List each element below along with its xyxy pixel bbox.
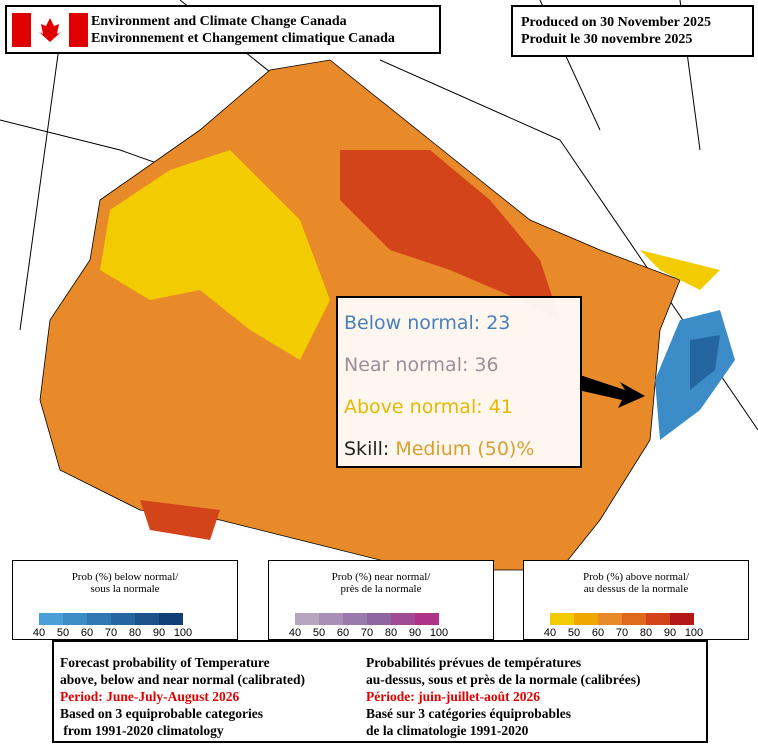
scale-label: 70 (616, 627, 628, 639)
scale-label: 60 (592, 627, 604, 639)
footer-line: Basé sur 3 catégories équiprobables (366, 706, 572, 721)
legend-box: Prob (%) below normal/sous la normale 40 5… (12, 560, 238, 640)
above-80-area (140, 500, 220, 540)
scale-swatch (63, 613, 87, 625)
produced-en: Produced on 30 November 2025 (521, 15, 712, 30)
above-40-area (100, 150, 330, 360)
scale-label: 40 (544, 627, 556, 639)
legend-subtitle: sous la normale (90, 583, 160, 595)
near-value: 36 (474, 354, 499, 376)
skill-label: Skill: (344, 438, 390, 460)
scale-label: 100 (174, 627, 192, 639)
scale-label: 50 (568, 627, 580, 639)
legend-title: Prob (%) below normal/ (71, 571, 179, 583)
scale-label: 80 (129, 627, 141, 639)
above-value: 41 (488, 396, 513, 418)
scale-swatch (39, 613, 63, 625)
footer-line: Period: June-July-August 2026 (60, 689, 240, 704)
produced-box: Produced on 30 November 2025 Produit le … (511, 5, 754, 57)
scale-label: 90 (664, 627, 676, 639)
scale-swatch (415, 613, 439, 625)
skill-value: Medium (50)% (395, 438, 535, 460)
scale-swatch (295, 613, 319, 625)
scale-swatch (622, 613, 646, 625)
scale-label: 80 (640, 627, 652, 639)
scale-swatch (367, 613, 391, 625)
scale-swatch (135, 613, 159, 625)
arrow (578, 375, 645, 408)
above-80-area (340, 150, 560, 320)
footer-line: au-dessus, sous et près de la normale (c… (366, 672, 641, 687)
footer-line: Forecast probability of Temperature (60, 655, 270, 670)
tooltip: Below normal: 23 Near normal: 36 Above nor… (336, 296, 582, 468)
scale-label: 60 (81, 627, 93, 639)
above-40-area (640, 250, 720, 290)
scale-label: 100 (685, 627, 703, 639)
scale-label: 90 (409, 627, 421, 639)
footer: Forecast probability of Temperature above… (52, 640, 708, 743)
scale-swatch (159, 613, 183, 625)
scale-swatch (111, 613, 135, 625)
color-scale: 40 50 60 70 80 90 100 (289, 613, 448, 639)
scale-label: 80 (385, 627, 397, 639)
legend-subtitle: près de la normale (340, 583, 422, 595)
above-label: Above normal: (344, 396, 483, 418)
scale-swatch (598, 613, 622, 625)
scale-label: 60 (337, 627, 349, 639)
scale-swatch (646, 613, 670, 625)
footer-line: from 1991-2020 climatology (60, 723, 224, 738)
scale-swatch (574, 613, 598, 625)
scale-swatch (550, 613, 574, 625)
scale-swatch (87, 613, 111, 625)
color-scale: 40 50 60 70 80 90 100 (33, 613, 192, 639)
footer-line: Probabilités prévues de températures (366, 655, 582, 670)
scale-label: 70 (361, 627, 373, 639)
scale-label: 90 (153, 627, 165, 639)
scale-label: 50 (57, 627, 69, 639)
scale-label: 50 (313, 627, 325, 639)
scale-label: 70 (105, 627, 117, 639)
color-scale: 40 50 60 70 80 90 100 (544, 613, 703, 639)
below-70-area (690, 335, 720, 390)
scale-swatch (391, 613, 415, 625)
near-label: Near normal: (344, 354, 469, 376)
produced-fr: Produit le 30 novembre 2025 (521, 32, 693, 47)
scale-swatch (343, 613, 367, 625)
legend-title: Prob (%) near normal/ (331, 571, 431, 583)
org-fr: Environnement et Changement climatique C… (91, 31, 395, 46)
legend-title: Prob (%) above normal/ (583, 571, 689, 583)
footer-line: above, below and near normal (calibrated… (60, 672, 305, 687)
org-en: Environment and Climate Change Canada (91, 14, 347, 29)
footer-line: de la climatologie 1991-2020 (366, 723, 529, 738)
scale-swatch (319, 613, 343, 625)
scale-label: 40 (289, 627, 301, 639)
legend-box: Prob (%) near normal/près de la normale 4… (268, 560, 494, 640)
scale-swatch (670, 613, 694, 625)
footer-line: Based on 3 equiprobable categories (60, 706, 264, 721)
below-label: Below normal: (344, 312, 481, 334)
flag (12, 13, 88, 47)
legend-subtitle: au dessus de la normale (583, 583, 689, 595)
legend-box: Prob (%) above normal/au dessus de la no… (523, 560, 749, 640)
footer-line: Période: juin-juillet-août 2026 (366, 689, 540, 704)
below-value: 23 (486, 312, 511, 334)
scale-label: 100 (430, 627, 448, 639)
scale-label: 40 (33, 627, 45, 639)
header-box: Environment and Climate Change Canada En… (5, 5, 441, 54)
